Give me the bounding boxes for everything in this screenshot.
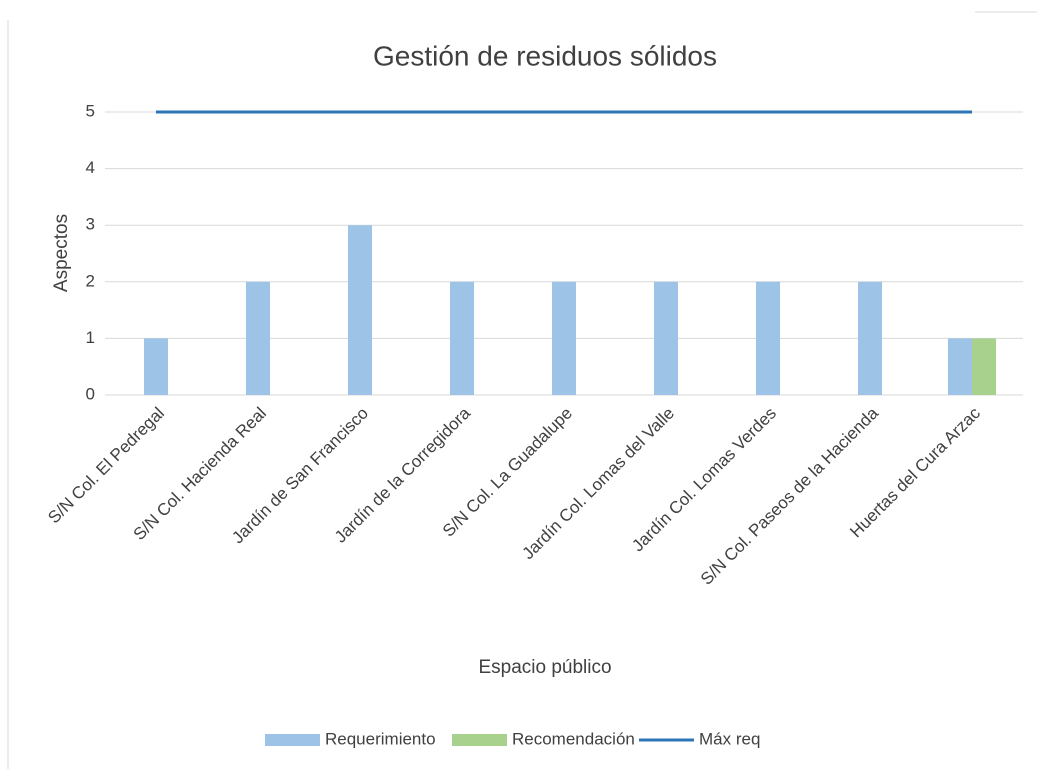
bar: [246, 281, 270, 395]
bar: [654, 281, 678, 395]
bar: [858, 281, 882, 395]
bar: [552, 281, 576, 395]
x-tick-label: S/N Col. El Pedregal: [44, 404, 168, 528]
bar: [756, 281, 780, 395]
x-axis-label: Espacio público: [478, 657, 611, 678]
legend-label: Máx req: [699, 729, 760, 748]
y-axis-label: Aspectos: [51, 214, 72, 292]
legend-swatch: [265, 734, 320, 746]
x-tick-label: S/N Col. Paseos de la Hacienda: [697, 403, 883, 589]
legend-swatch: [452, 734, 507, 746]
bar: [144, 338, 168, 395]
y-tick-label: 3: [86, 215, 95, 234]
chart-title: Gestión de residuos sólidos: [373, 40, 717, 71]
bar: [972, 338, 996, 395]
bar: [450, 281, 474, 395]
y-tick-label: 0: [86, 384, 95, 403]
legend-label: Requerimiento: [325, 729, 436, 748]
bar: [948, 338, 972, 395]
legend-label: Recomendación: [512, 729, 635, 748]
y-tick-label: 1: [86, 328, 95, 347]
y-tick-label: 2: [86, 271, 95, 290]
bar: [348, 225, 372, 395]
y-tick-label: 4: [86, 158, 95, 177]
y-tick-label: 5: [86, 101, 95, 120]
